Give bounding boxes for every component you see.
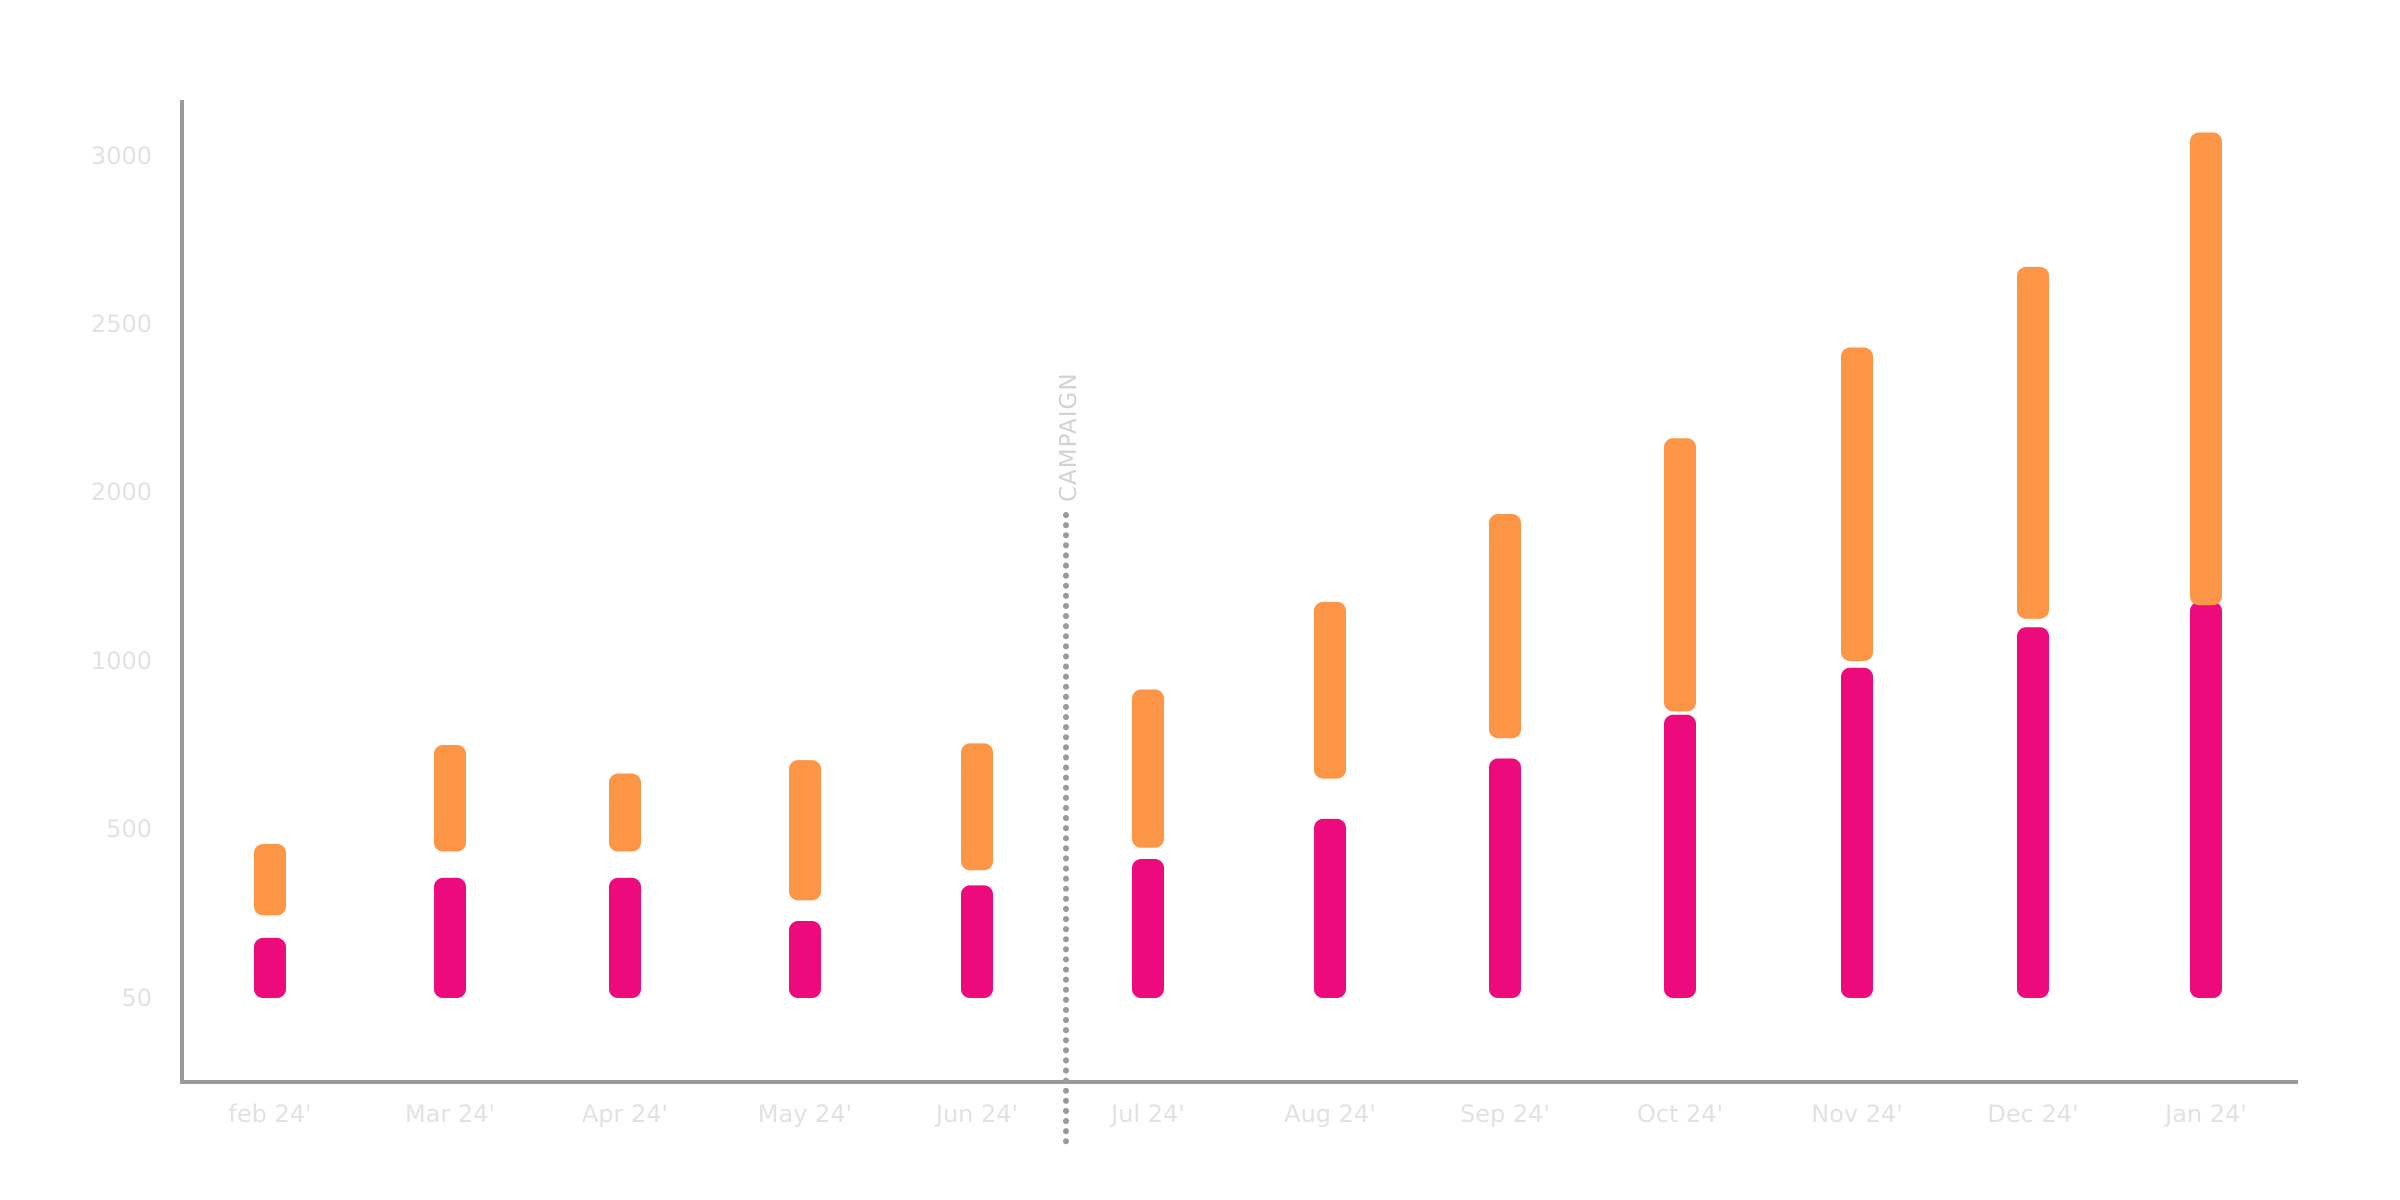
bar-upper-orange: [1314, 601, 1346, 779]
x-category-label: Jan 24': [2163, 1100, 2247, 1128]
y-axis-tick-labels: 50 500 1000 2000 2500 3000: [91, 142, 152, 1012]
bar-upper-orange: [434, 745, 466, 852]
x-category-label: Jun 24': [934, 1100, 1018, 1128]
bar-lower-pink: [434, 877, 466, 998]
y-tick-label: 50: [121, 984, 152, 1012]
campaign-label: CAMPAIGN: [1056, 372, 1082, 502]
x-axis-category-labels: feb 24' Mar 24' Apr 24' May 24' Jun 24' Jul 2…: [228, 1100, 2246, 1128]
y-tick-label: 3000: [91, 142, 152, 170]
bar-upper-orange: [1664, 438, 1696, 712]
x-category-label: Dec 24': [1987, 1100, 2078, 1128]
bar-upper-orange: [961, 743, 993, 871]
y-tick-label: 1000: [91, 647, 152, 675]
bar-upper-orange: [1489, 513, 1521, 739]
bar-upper-orange: [254, 844, 286, 916]
campaign-annotation: CAMPAIGN: [1056, 372, 1082, 1148]
bar-lower-pink: [254, 937, 286, 998]
x-category-label: Nov 24': [1811, 1100, 1903, 1128]
x-category-label: Sep 24': [1460, 1100, 1550, 1128]
bars: [254, 132, 2222, 998]
bar-lower-pink: [1314, 818, 1346, 998]
x-category-label: Aug 24': [1284, 1100, 1376, 1128]
bar-lower-pink: [2017, 627, 2049, 998]
bar-lower-pink: [1664, 714, 1696, 998]
bar-upper-orange: [2190, 132, 2222, 606]
bar-lower-pink: [1841, 667, 1873, 998]
bar-lower-pink: [609, 877, 641, 998]
bar-lower-pink: [1132, 859, 1164, 998]
x-category-label: Mar 24': [405, 1100, 495, 1128]
bar-lower-pink: [961, 885, 993, 998]
y-tick-label: 2000: [91, 478, 152, 506]
x-category-label: feb 24': [228, 1100, 311, 1128]
bar-upper-orange: [2017, 266, 2049, 619]
bar-lower-pink: [789, 921, 821, 998]
bar-upper-orange: [609, 773, 641, 852]
y-tick-label: 2500: [91, 310, 152, 338]
bar-upper-orange: [1841, 347, 1873, 661]
x-category-label: Oct 24': [1637, 1100, 1723, 1128]
bar-upper-orange: [789, 760, 821, 901]
x-category-label: May 24': [758, 1100, 852, 1128]
y-tick-label: 500: [106, 815, 152, 843]
bar-lower-pink: [2190, 601, 2222, 998]
bar-upper-orange: [1132, 689, 1164, 848]
x-category-label: Apr 24': [582, 1100, 668, 1128]
x-category-label: Jul 24': [1109, 1100, 1185, 1128]
bar-lower-pink: [1489, 758, 1521, 998]
